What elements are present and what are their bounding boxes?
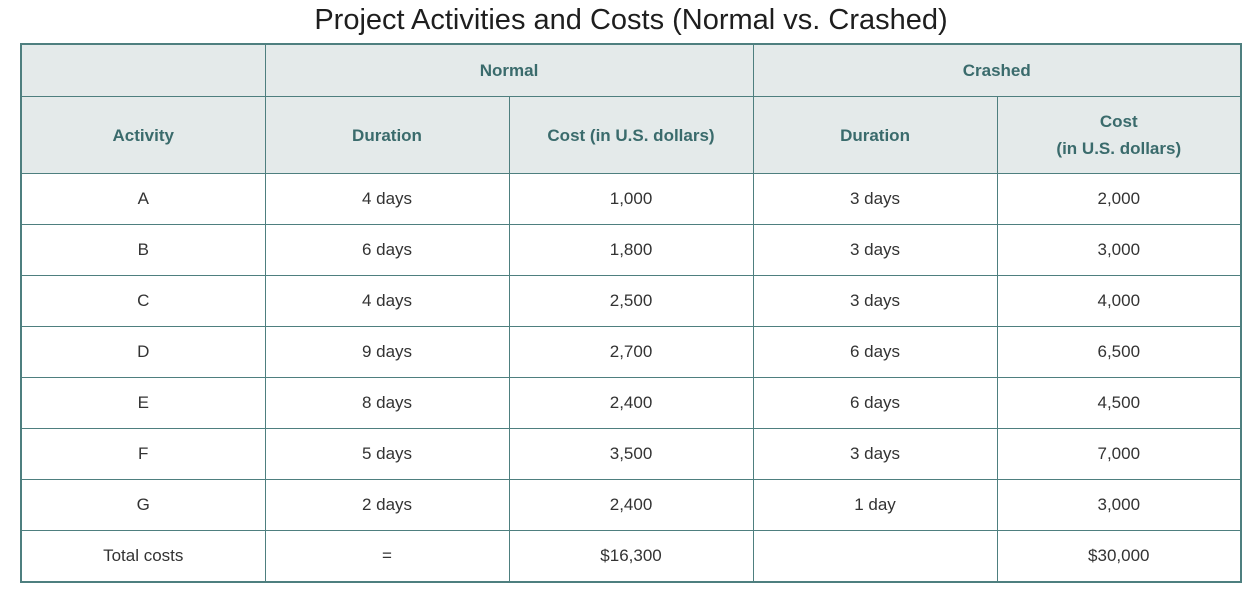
cell-activity: C bbox=[20, 275, 266, 327]
page-title: Project Activities and Costs (Normal vs.… bbox=[314, 4, 948, 36]
cell-normal-duration: 8 days bbox=[264, 377, 510, 429]
cell-normal-cost: 2,400 bbox=[508, 479, 754, 531]
column-header-normal-cost: Cost (in U.S. dollars) bbox=[508, 96, 754, 174]
column-header-crashed-cost-line2: (in U.S. dollars) bbox=[1056, 139, 1182, 158]
totals-label: Total costs bbox=[20, 530, 266, 583]
group-header-row: Normal Crashed bbox=[20, 43, 1242, 97]
cell-crashed-cost: 4,500 bbox=[996, 377, 1242, 429]
cell-activity: D bbox=[20, 326, 266, 378]
totals-crashed-duration bbox=[752, 530, 998, 583]
table-row: B 6 days 1,800 3 days 3,000 bbox=[20, 224, 1242, 276]
cell-normal-cost: 2,400 bbox=[508, 377, 754, 429]
cell-normal-duration: 5 days bbox=[264, 428, 510, 480]
cell-normal-cost: 1,000 bbox=[508, 173, 754, 225]
column-header-row: Activity Duration Cost (in U.S. dollars)… bbox=[20, 96, 1242, 174]
cell-normal-cost: 1,800 bbox=[508, 224, 754, 276]
group-header-blank bbox=[20, 43, 266, 97]
table-header: Normal Crashed Activity Duration Cost (i… bbox=[20, 43, 1242, 174]
group-header-normal: Normal bbox=[264, 43, 754, 97]
cell-normal-cost: 2,700 bbox=[508, 326, 754, 378]
column-header-crashed-cost: Cost (in U.S. dollars) bbox=[996, 96, 1242, 174]
cell-activity: A bbox=[20, 173, 266, 225]
table-body: A 4 days 1,000 3 days 2,000 B 6 days 1,8… bbox=[20, 173, 1242, 583]
group-header-crashed: Crashed bbox=[752, 43, 1242, 97]
cell-activity: G bbox=[20, 479, 266, 531]
table-row: C 4 days 2,500 3 days 4,000 bbox=[20, 275, 1242, 327]
activities-cost-table: Normal Crashed Activity Duration Cost (i… bbox=[20, 43, 1243, 583]
totals-crashed-cost: $30,000 bbox=[996, 530, 1242, 583]
table-row: G 2 days 2,400 1 day 3,000 bbox=[20, 479, 1242, 531]
cell-activity: E bbox=[20, 377, 266, 429]
cell-normal-cost: 3,500 bbox=[508, 428, 754, 480]
totals-normal-cost: $16,300 bbox=[508, 530, 754, 583]
table-row: F 5 days 3,500 3 days 7,000 bbox=[20, 428, 1242, 480]
cell-crashed-duration: 3 days bbox=[752, 173, 998, 225]
cell-normal-duration: 9 days bbox=[264, 326, 510, 378]
cell-normal-duration: 4 days bbox=[264, 173, 510, 225]
table-row: A 4 days 1,000 3 days 2,000 bbox=[20, 173, 1242, 225]
cell-crashed-duration: 6 days bbox=[752, 326, 998, 378]
totals-row: Total costs = $16,300 $30,000 bbox=[20, 530, 1242, 583]
cell-crashed-cost: 6,500 bbox=[996, 326, 1242, 378]
cell-crashed-duration: 3 days bbox=[752, 224, 998, 276]
cell-normal-duration: 4 days bbox=[264, 275, 510, 327]
cell-crashed-cost: 4,000 bbox=[996, 275, 1242, 327]
cell-normal-cost: 2,500 bbox=[508, 275, 754, 327]
cell-crashed-cost: 7,000 bbox=[996, 428, 1242, 480]
cell-crashed-duration: 3 days bbox=[752, 428, 998, 480]
table-row: E 8 days 2,400 6 days 4,500 bbox=[20, 377, 1242, 429]
column-header-crashed-duration: Duration bbox=[752, 96, 998, 174]
cell-normal-duration: 2 days bbox=[264, 479, 510, 531]
table-row: D 9 days 2,700 6 days 6,500 bbox=[20, 326, 1242, 378]
column-header-normal-duration: Duration bbox=[264, 96, 510, 174]
cell-crashed-cost: 2,000 bbox=[996, 173, 1242, 225]
cell-normal-duration: 6 days bbox=[264, 224, 510, 276]
cell-crashed-cost: 3,000 bbox=[996, 479, 1242, 531]
cell-crashed-duration: 3 days bbox=[752, 275, 998, 327]
cell-activity: B bbox=[20, 224, 266, 276]
totals-normal-duration: = bbox=[264, 530, 510, 583]
column-header-crashed-cost-line1: Cost bbox=[1099, 112, 1138, 131]
column-header-activity: Activity bbox=[20, 96, 266, 174]
cell-crashed-duration: 6 days bbox=[752, 377, 998, 429]
cell-crashed-duration: 1 day bbox=[752, 479, 998, 531]
cell-activity: F bbox=[20, 428, 266, 480]
cell-crashed-cost: 3,000 bbox=[996, 224, 1242, 276]
